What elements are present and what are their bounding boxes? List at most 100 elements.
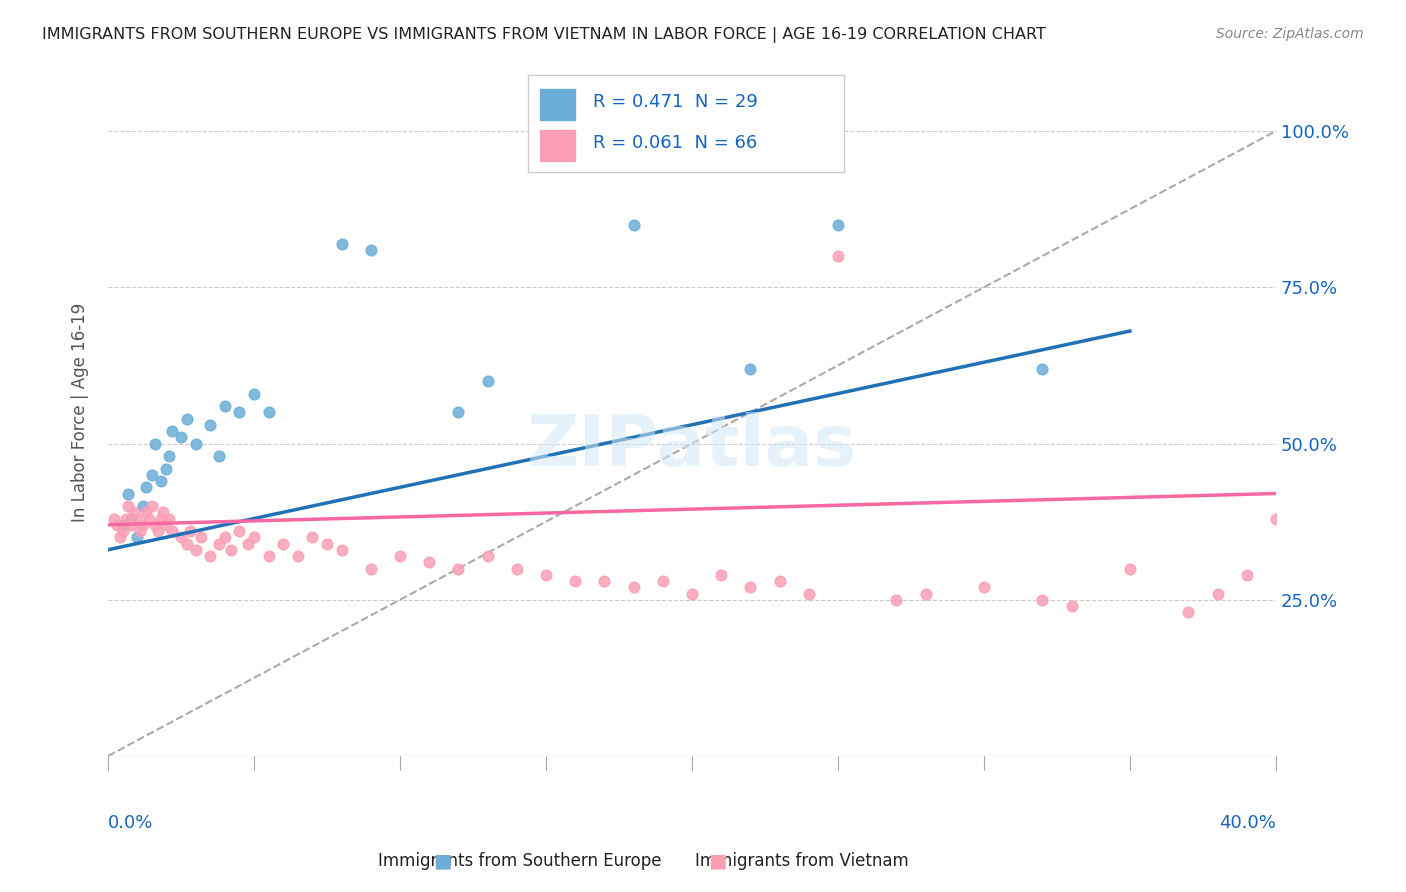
Point <box>170 430 193 444</box>
Text: ■: ■ <box>707 851 727 871</box>
Text: Source: ZipAtlas.com: Source: ZipAtlas.com <box>1216 27 1364 41</box>
Point <box>651 574 673 588</box>
Point <box>160 424 183 438</box>
Point <box>710 567 733 582</box>
Point <box>1236 567 1258 582</box>
Text: 40.0%: 40.0% <box>1219 814 1277 832</box>
Point <box>740 580 762 594</box>
Point <box>103 511 125 525</box>
Point <box>105 517 128 532</box>
Point <box>360 243 382 257</box>
Point <box>179 524 201 538</box>
Point <box>114 511 136 525</box>
Point <box>141 499 163 513</box>
Point <box>122 505 145 519</box>
Point <box>120 517 142 532</box>
Point <box>257 405 280 419</box>
Point <box>534 567 557 582</box>
Text: ■: ■ <box>433 851 453 871</box>
Point <box>208 449 231 463</box>
Point <box>111 517 134 532</box>
Point <box>176 411 198 425</box>
Point <box>228 405 250 419</box>
Point <box>127 530 149 544</box>
Point <box>330 542 353 557</box>
Point <box>768 574 790 588</box>
Text: IMMIGRANTS FROM SOUTHERN EUROPE VS IMMIGRANTS FROM VIETNAM IN LABOR FORCE | AGE : IMMIGRANTS FROM SOUTHERN EUROPE VS IMMIG… <box>42 27 1046 43</box>
Point <box>214 530 236 544</box>
Y-axis label: In Labor Force | Age 16-19: In Labor Force | Age 16-19 <box>72 302 89 522</box>
Point <box>1119 561 1142 575</box>
Point <box>257 549 280 563</box>
Point <box>1060 599 1083 613</box>
Point <box>593 574 616 588</box>
Point <box>797 586 820 600</box>
Point <box>506 561 529 575</box>
Point <box>287 549 309 563</box>
Point <box>152 505 174 519</box>
Point <box>236 536 259 550</box>
Point <box>111 524 134 538</box>
Point <box>157 449 180 463</box>
Point <box>198 417 221 432</box>
Point <box>170 530 193 544</box>
Point <box>243 530 266 544</box>
Point <box>447 405 470 419</box>
Point <box>418 555 440 569</box>
Text: R = 0.471  N = 29: R = 0.471 N = 29 <box>593 93 758 111</box>
Point <box>138 511 160 525</box>
Text: Immigrants from Southern Europe: Immigrants from Southern Europe <box>378 852 662 870</box>
Point <box>176 536 198 550</box>
Point <box>886 592 908 607</box>
Point <box>301 530 323 544</box>
Point <box>143 436 166 450</box>
Text: Immigrants from Vietnam: Immigrants from Vietnam <box>695 852 908 870</box>
Point <box>149 511 172 525</box>
Point <box>108 530 131 544</box>
Point <box>143 517 166 532</box>
Point <box>1031 592 1053 607</box>
Point <box>190 530 212 544</box>
Point <box>243 386 266 401</box>
Point <box>198 549 221 563</box>
Point <box>132 499 155 513</box>
Point <box>214 399 236 413</box>
Point <box>155 461 177 475</box>
Point <box>129 524 152 538</box>
Point <box>184 542 207 557</box>
Point <box>477 374 499 388</box>
Point <box>271 536 294 550</box>
Text: ZIPatlas: ZIPatlas <box>527 412 858 481</box>
Point <box>208 536 231 550</box>
Point <box>316 536 339 550</box>
Point <box>135 505 157 519</box>
Point <box>623 580 645 594</box>
Point <box>827 249 849 263</box>
Point <box>623 218 645 232</box>
Point <box>914 586 936 600</box>
Point <box>135 480 157 494</box>
Point <box>973 580 995 594</box>
Point <box>740 361 762 376</box>
Point <box>681 586 703 600</box>
Point <box>1031 361 1053 376</box>
Point <box>120 511 142 525</box>
Point <box>827 218 849 232</box>
Point <box>477 549 499 563</box>
Point <box>160 524 183 538</box>
Point <box>330 236 353 251</box>
Text: R = 0.061  N = 66: R = 0.061 N = 66 <box>593 134 756 152</box>
FancyBboxPatch shape <box>540 89 575 120</box>
FancyBboxPatch shape <box>540 130 575 161</box>
Point <box>1177 605 1199 619</box>
Point <box>360 561 382 575</box>
Point <box>388 549 411 563</box>
Point <box>184 436 207 450</box>
FancyBboxPatch shape <box>529 76 844 171</box>
Point <box>219 542 242 557</box>
Text: 0.0%: 0.0% <box>108 814 153 832</box>
Point <box>146 524 169 538</box>
Point <box>155 517 177 532</box>
Point <box>1265 511 1288 525</box>
Point <box>1206 586 1229 600</box>
